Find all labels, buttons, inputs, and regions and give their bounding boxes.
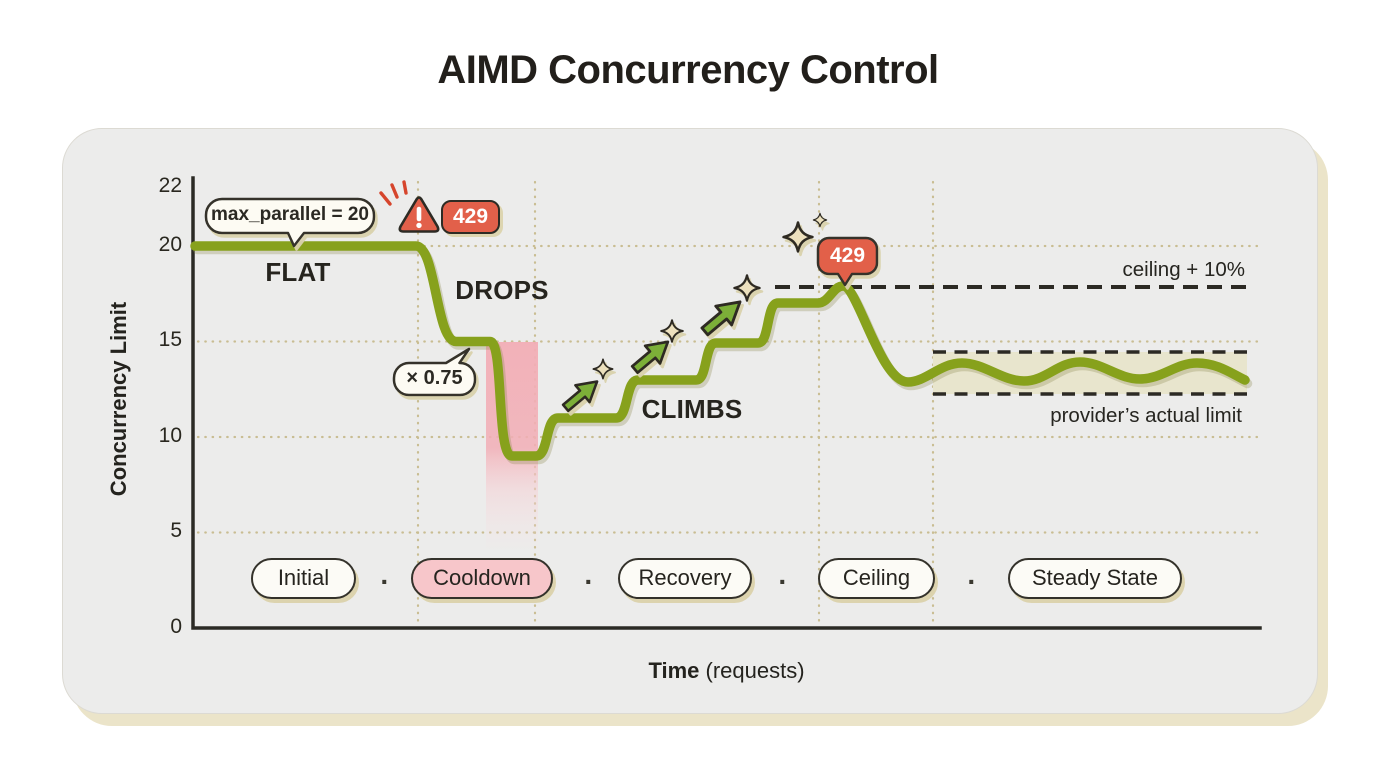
provider-limit-label: provider’s actual limit <box>1050 404 1242 427</box>
y-tick-15: 15 <box>158 328 182 351</box>
x-axis-title-rest: (requests) <box>699 658 805 683</box>
badge-429-first: 429 <box>441 200 500 234</box>
max-parallel-callout: max_parallel = 20 <box>211 204 369 225</box>
concurrency-curve <box>190 241 1253 465</box>
warning-triangle-icon <box>396 193 442 239</box>
phase-separator-dot: · <box>584 566 594 597</box>
page-title: AIMD Concurrency Control <box>437 48 939 92</box>
climbs-label: CLIMBS <box>641 394 743 424</box>
badge-429-second-bubble <box>816 236 879 287</box>
y-tick-20: 20 <box>158 233 182 256</box>
axes <box>191 176 1262 630</box>
flat-label: FLAT <box>265 257 331 287</box>
multiplier-callout-bubble <box>392 347 477 397</box>
y-tick-0: 0 <box>170 615 182 638</box>
y-axis-title: Concurrency Limit <box>106 301 131 497</box>
x-axis-title: Time (requests) <box>193 658 1260 684</box>
phase-separator-dot: · <box>380 566 390 597</box>
alert-spark-icon <box>379 180 408 206</box>
y-tick-5: 5 <box>170 519 182 542</box>
reference-dashed-lines <box>775 285 1247 396</box>
phase-pill-steady-state: Steady State <box>1008 558 1182 599</box>
max-parallel-callout-bubble <box>204 197 376 248</box>
y-tick-22: 22 <box>158 174 182 197</box>
ceiling-label: ceiling + 10% <box>1122 258 1245 281</box>
phase-separator-dot: · <box>778 566 788 597</box>
phase-pill-initial: Initial <box>251 558 356 599</box>
phase-separator-dot: · <box>967 566 977 597</box>
phase-pill-recovery: Recovery <box>618 558 752 599</box>
drops-label: DROPS <box>455 275 549 305</box>
y-tick-10: 10 <box>158 424 182 447</box>
phase-pill-cooldown: Cooldown <box>411 558 553 599</box>
phase-pill-ceiling: Ceiling <box>818 558 935 599</box>
x-axis-title-bold: Time <box>648 658 700 683</box>
badge-429-second: 429 <box>829 244 866 267</box>
multiplier-callout: × 0.75 <box>406 367 463 389</box>
